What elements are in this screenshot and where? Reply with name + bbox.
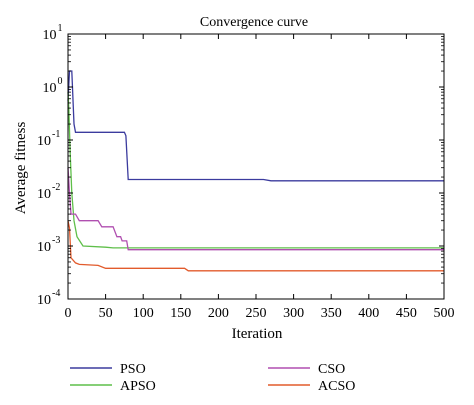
x-tick-label: 450	[396, 306, 417, 321]
x-tick-label: 200	[208, 306, 229, 321]
y-tick-exponent: -1	[52, 129, 60, 140]
x-tick-label: 300	[283, 306, 304, 321]
x-tick-label: 100	[133, 306, 154, 321]
y-tick-label: 10	[37, 240, 51, 255]
y-tick-exponent: 1	[58, 23, 63, 34]
legend-label-cso: CSO	[318, 362, 345, 377]
plot-frame	[67, 33, 445, 300]
y-tick-label: 10	[37, 134, 51, 149]
x-tick-label: 150	[170, 306, 191, 321]
y-tick-label: 10	[43, 81, 57, 96]
x-axis-title: Iteration	[232, 326, 283, 342]
chart-title: Convergence curve	[200, 15, 308, 30]
y-tick-exponent: -3	[52, 235, 60, 246]
y-tick-exponent: -4	[52, 288, 60, 299]
x-tick-label: 400	[358, 306, 379, 321]
y-tick-exponent: 0	[58, 76, 63, 87]
legend-label-pso: PSO	[120, 362, 146, 377]
y-axis-title: Average fitness	[13, 122, 29, 215]
y-tick-label: 10	[37, 293, 51, 308]
x-tick-label: 350	[321, 306, 342, 321]
y-tick-label: 10	[43, 28, 57, 43]
series-layer	[67, 70, 444, 272]
legend: PSO APSO CSO ACSO	[70, 362, 355, 394]
y-tick-label: 10	[37, 187, 51, 202]
x-tick-label: 50	[99, 306, 113, 321]
series-line-cso	[67, 167, 444, 251]
x-tick-label: 500	[434, 306, 455, 321]
series-line-acso	[67, 220, 444, 272]
x-tick-label: 250	[246, 306, 267, 321]
series-line-pso	[67, 70, 444, 182]
y-tick-exponent: -2	[52, 182, 60, 193]
legend-label-apso: APSO	[120, 379, 156, 394]
x-tick-label: 0	[65, 306, 72, 321]
legend-label-acso: ACSO	[318, 379, 355, 394]
series-line-apso	[67, 92, 444, 249]
